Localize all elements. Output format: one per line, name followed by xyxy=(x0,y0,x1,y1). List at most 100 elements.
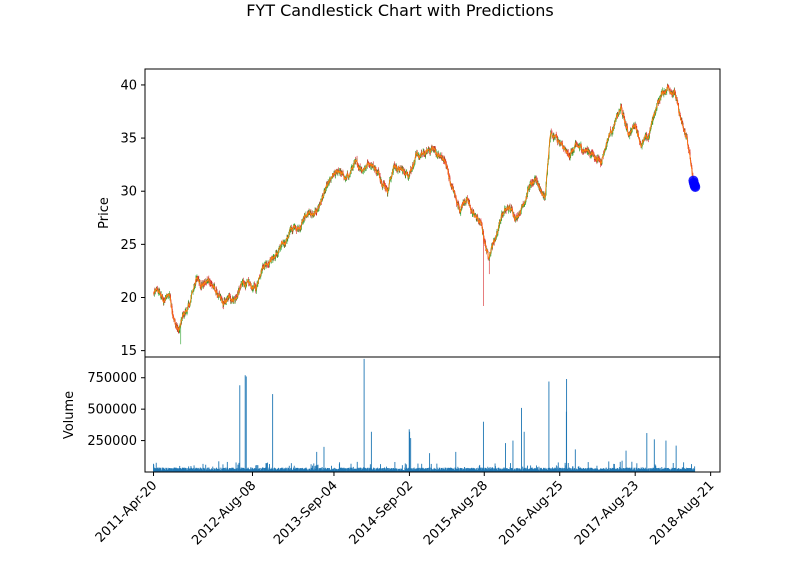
volume-bar xyxy=(264,468,265,472)
volume-bar xyxy=(202,470,204,472)
volume-bar xyxy=(233,468,235,472)
volume-bar xyxy=(256,465,258,472)
volume-bar xyxy=(266,463,268,472)
volume-bar xyxy=(181,468,183,472)
volume-bar xyxy=(250,470,252,472)
volume-bar xyxy=(317,468,319,472)
volume-bar xyxy=(380,468,382,472)
volume-bar xyxy=(281,467,283,472)
volume-bar xyxy=(489,467,491,472)
volume-bar xyxy=(230,468,232,472)
volume-bar xyxy=(351,467,353,472)
volume-bar xyxy=(240,467,242,472)
volume-bar xyxy=(480,467,482,472)
volume-bar xyxy=(322,470,324,472)
volume-bar xyxy=(332,468,334,472)
volume-bar xyxy=(223,467,225,472)
volume-bar xyxy=(454,467,456,472)
volume-bar xyxy=(272,470,274,472)
volume-bar xyxy=(159,470,161,472)
volume-bar xyxy=(370,467,372,472)
volume-bar xyxy=(379,468,380,472)
volume-bar xyxy=(157,467,159,472)
volume-bar xyxy=(226,470,228,472)
volume-bar xyxy=(345,468,347,472)
volume-bar xyxy=(417,463,419,472)
volume-bar xyxy=(406,468,408,472)
volume-bar xyxy=(166,469,168,472)
volume-bar xyxy=(211,470,213,472)
volume-bar xyxy=(466,468,468,472)
volume-bar xyxy=(424,469,426,472)
volume-bar xyxy=(435,469,437,472)
volume-bar xyxy=(377,469,379,472)
volume-bar xyxy=(195,469,197,472)
volume-bar xyxy=(160,468,162,472)
price-y-tick-label: 40 xyxy=(120,78,137,93)
volume-bar xyxy=(387,467,389,472)
volume-bar xyxy=(344,468,346,472)
volume-bar xyxy=(205,464,207,472)
volume-bar xyxy=(165,470,167,472)
volume-bar xyxy=(428,467,430,472)
volume-bar xyxy=(232,467,233,472)
price-panel: 15 20 25 30 35 40 Price xyxy=(97,68,721,359)
volume-bar xyxy=(160,470,162,472)
volume-bar xyxy=(447,467,449,472)
volume-bar xyxy=(517,468,518,472)
price-candles xyxy=(153,83,701,345)
volume-bar xyxy=(397,468,399,472)
volume-bar xyxy=(159,467,161,472)
volume-bar xyxy=(306,468,308,472)
volume-bar xyxy=(205,468,207,472)
volume-bar xyxy=(486,470,488,472)
volume-bar xyxy=(502,468,504,472)
volume-bar xyxy=(431,469,433,472)
volume-bar xyxy=(403,470,405,472)
volume-bar xyxy=(217,469,219,472)
volume-bar xyxy=(156,468,158,472)
volume-bar xyxy=(453,468,454,472)
volume-bar xyxy=(188,468,190,472)
volume-bar xyxy=(213,470,215,472)
volume-bar xyxy=(412,469,414,472)
volume-bar xyxy=(339,462,341,472)
volume-bar xyxy=(363,358,365,472)
volume-bar xyxy=(169,468,171,472)
volume-bar xyxy=(488,470,490,472)
volume-bar xyxy=(307,470,309,472)
volume-bar xyxy=(496,468,498,472)
volume-bar xyxy=(483,470,485,472)
volume-bar xyxy=(186,468,188,472)
volume-bar xyxy=(229,468,231,472)
volume-bar xyxy=(381,468,383,472)
volume-bar xyxy=(460,468,462,472)
volume-bar xyxy=(402,470,404,472)
volume-bar xyxy=(284,469,286,472)
volume-bar xyxy=(304,468,306,472)
volume-bar xyxy=(432,470,434,472)
volume-bar xyxy=(280,468,281,472)
volume-bar xyxy=(331,465,332,472)
volume-bar xyxy=(392,469,394,472)
volume-bar xyxy=(252,469,254,472)
volume-bar xyxy=(315,469,316,472)
volume-bar xyxy=(512,469,514,472)
volume-bar xyxy=(299,469,300,472)
volume-bar xyxy=(463,469,465,472)
volume-bar xyxy=(505,443,506,472)
volume-bar xyxy=(162,467,163,472)
volume-bar xyxy=(470,468,472,472)
price-y-tick-label: 25 xyxy=(120,238,137,253)
volume-bar xyxy=(237,469,239,472)
volume-bar xyxy=(269,464,270,472)
price-y-tick-label: 15 xyxy=(120,344,137,359)
volume-bar xyxy=(313,468,315,472)
volume-bar xyxy=(339,467,341,472)
close-price-line xyxy=(153,85,695,332)
volume-bar xyxy=(208,468,210,472)
volume-bar xyxy=(316,451,318,472)
volume-bar xyxy=(261,468,263,472)
volume-bar xyxy=(492,470,494,472)
volume-bar xyxy=(222,464,224,472)
